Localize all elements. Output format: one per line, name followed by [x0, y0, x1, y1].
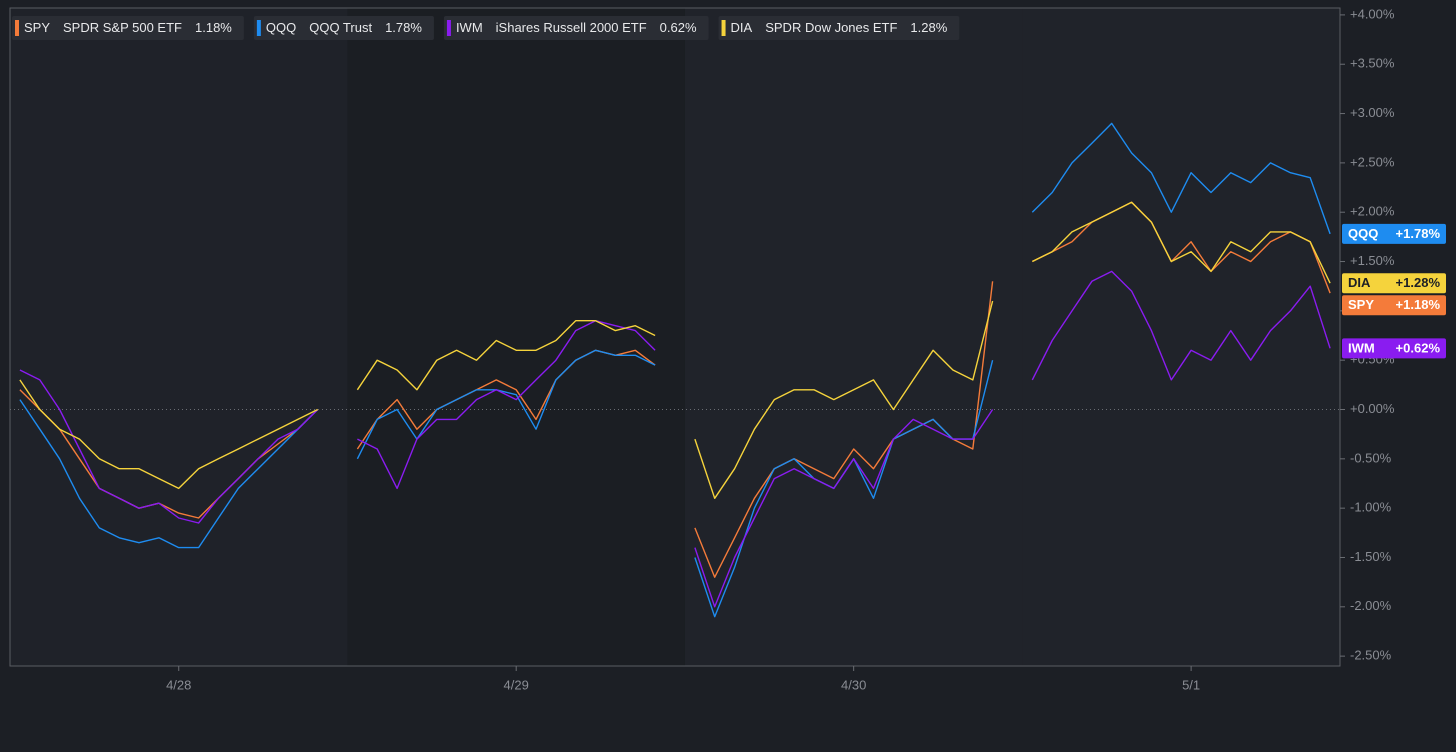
y-tick-label: +2.50% [1350, 154, 1395, 169]
y-tick-label: -1.50% [1350, 549, 1392, 564]
legend-box [253, 16, 434, 40]
legend-swatch [446, 20, 451, 36]
last-value-tag [1342, 223, 1446, 244]
legend-swatch [256, 20, 261, 36]
y-tick-label: +2.00% [1350, 204, 1395, 219]
legend-box [443, 16, 709, 40]
x-tick-label: 4/30 [841, 677, 866, 692]
tag-ticker: DIA [1348, 275, 1371, 290]
x-tick-label: 4/29 [504, 677, 529, 692]
series-line [19, 201, 1331, 578]
tag-value: +1.18% [1396, 297, 1441, 312]
y-tick-label: -1.00% [1350, 500, 1392, 515]
x-tick-label: 5/1 [1182, 677, 1200, 692]
legend-swatch [15, 20, 19, 36]
series-line [19, 201, 1331, 499]
tag-value: +0.62% [1396, 340, 1441, 355]
legend-ticker: DIA [731, 20, 753, 35]
y-tick-label: +4.00% [1350, 6, 1395, 21]
legend-item: SPY SPDR S&P 500 ETF 1.18% [12, 16, 244, 40]
y-tick-label: +3.00% [1350, 105, 1395, 120]
legend-change: 0.62% [660, 20, 697, 35]
legend-change: 1.18% [195, 20, 232, 35]
legend-item: DIA SPDR Dow Jones ETF 1.28% [718, 16, 960, 40]
legend-ticker: SPY [24, 20, 50, 35]
tag-ticker: IWM [1348, 340, 1375, 355]
session-band [347, 8, 685, 666]
y-tick-label: +1.50% [1350, 253, 1395, 268]
legend-description: iShares Russell 2000 ETF [496, 20, 647, 35]
last-value-tag [1342, 295, 1446, 316]
legend-description: SPDR S&P 500 ETF [63, 20, 182, 35]
legend-description: SPDR Dow Jones ETF [765, 20, 897, 35]
legend-item: IWM iShares Russell 2000 ETF 0.62% [443, 16, 709, 40]
session-band [1022, 8, 1340, 666]
legend-swatch [721, 20, 726, 36]
legend-description: QQQ Trust [309, 20, 372, 35]
y-tick-label: -2.50% [1350, 648, 1392, 663]
tag-ticker: QQQ [1348, 226, 1378, 241]
tag-value: +1.28% [1396, 275, 1441, 290]
y-tick-label: +3.50% [1350, 56, 1395, 71]
legend-box [718, 16, 960, 40]
legend-item: QQQ QQQ Trust 1.78% [253, 16, 434, 40]
x-tick-label: 4/28 [166, 677, 191, 692]
legend-change: 1.28% [910, 20, 947, 35]
legend-ticker: IWM [456, 20, 483, 35]
y-tick-label: -2.00% [1350, 598, 1392, 613]
series-line [19, 122, 1331, 618]
y-tick-label: +0.00% [1350, 401, 1395, 416]
session-band [684, 8, 1023, 666]
plot-frame [9, 7, 1341, 667]
legend-change: 1.78% [385, 20, 422, 35]
series-line [19, 270, 1331, 608]
legend-box [12, 16, 244, 40]
legend-ticker: QQQ [266, 20, 296, 35]
tag-ticker: SPY [1348, 297, 1374, 312]
y-tick-label: -0.50% [1350, 450, 1392, 465]
tag-value: +1.78% [1396, 226, 1441, 241]
last-value-tag [1342, 338, 1446, 359]
session-band [10, 8, 348, 666]
last-value-tag [1342, 273, 1446, 294]
